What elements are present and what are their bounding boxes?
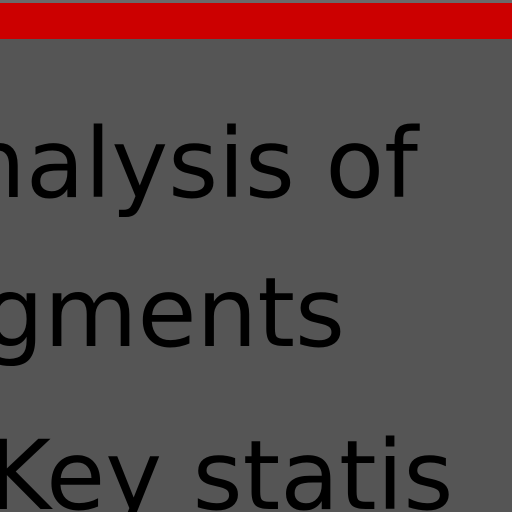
top-border bbox=[0, 0, 512, 3]
slide-text-line-3: Key statis bbox=[0, 420, 454, 512]
slide-text-line-2: gments bbox=[0, 257, 346, 369]
slide-content: nalysis of gments Key statis bbox=[0, 39, 512, 512]
accent-bar bbox=[0, 3, 512, 39]
slide-text-line-1: nalysis of bbox=[0, 108, 418, 220]
